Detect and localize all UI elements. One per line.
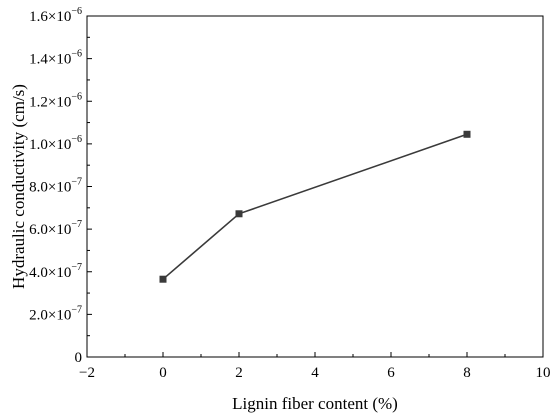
y-tick-label: 8.0×10−7 xyxy=(29,177,82,196)
data-point xyxy=(235,210,243,218)
y-tick-label: 6.0×10−7 xyxy=(29,219,82,238)
data-point xyxy=(463,130,471,138)
series-line xyxy=(162,133,468,280)
x-axis-title: Lignin fiber content (%) xyxy=(232,394,398,413)
y-axis-title: Hydraulic conductivity (cm/s) xyxy=(9,84,28,289)
series-layer xyxy=(159,130,471,283)
y-tick-label: 1.4×10−6 xyxy=(29,49,82,68)
x-tick-label: 0 xyxy=(159,365,167,381)
y-tick-label: 1.6×10−6 xyxy=(29,6,82,25)
y-tick-label: 1.0×10−6 xyxy=(29,134,82,153)
y-tick-label: 1.2×10−6 xyxy=(29,91,82,110)
y-tick-label: 2.0×10−7 xyxy=(29,304,82,323)
x-tick-label: 4 xyxy=(311,365,319,381)
x-tick-label: 10 xyxy=(536,365,550,381)
x-tick-label: 2 xyxy=(235,365,243,381)
data-point xyxy=(159,275,167,283)
x-tick-label: 6 xyxy=(387,365,395,381)
y-axis: 0 2.0×10−7 4.0×10−7 6.0×10−7 8.0×10−7 1.0×10−… xyxy=(29,6,92,366)
x-tick-label: 8 xyxy=(463,365,471,381)
y-tick-label: 0 xyxy=(75,350,83,366)
x-axis: −2 0 2 4 6 8 10 xyxy=(79,352,550,381)
y-tick-label: 4.0×10−7 xyxy=(29,262,82,281)
x-tick-label: −2 xyxy=(79,365,95,381)
